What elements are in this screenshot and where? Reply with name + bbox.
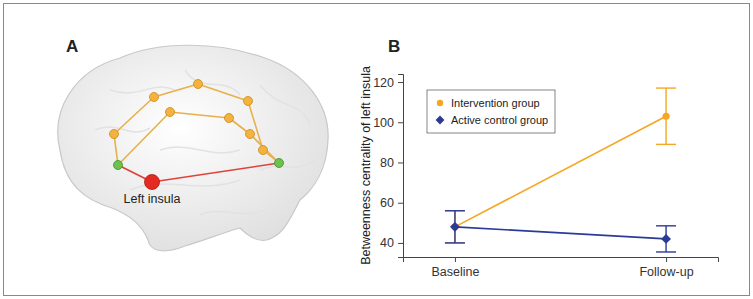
y-tick-mark <box>398 82 403 83</box>
error-bar-cap <box>656 87 676 88</box>
y-tick-mark <box>398 162 403 163</box>
network-edge <box>250 134 279 163</box>
hub-node <box>275 159 284 168</box>
error-bar-cap <box>656 225 676 226</box>
y-tick: 40 <box>380 236 403 250</box>
x-tick-mark <box>666 257 667 262</box>
error-bar-cap <box>445 242 465 243</box>
x-axis: Baseline Follow-up <box>404 257 719 279</box>
y-tick-label: 100 <box>373 116 394 130</box>
y-tick-label: 120 <box>373 76 394 90</box>
network-node <box>194 80 203 89</box>
y-tick: 120 <box>373 76 403 90</box>
y-tick-label: 60 <box>380 196 394 210</box>
data-point <box>450 222 460 232</box>
figure: A Left insula B 40 60 80 100 120 Baseline Follow-… <box>0 0 753 299</box>
network-edge <box>198 84 248 101</box>
legend-marker <box>436 116 445 125</box>
panel-label: A <box>66 37 78 56</box>
network-node <box>225 114 234 123</box>
error-bar-cap <box>656 144 676 145</box>
legend-label: Active control group <box>451 114 548 126</box>
network-edge <box>154 84 198 97</box>
legend-marker <box>437 100 443 106</box>
data-point <box>662 113 669 120</box>
network-edge <box>248 101 263 150</box>
y-axis-line <box>398 75 404 258</box>
error-bar <box>445 211 465 243</box>
figure-frame <box>4 4 750 296</box>
network-edge <box>170 112 229 118</box>
brain-fold <box>110 87 175 93</box>
brain-fold <box>200 210 265 215</box>
error-bar-cap <box>445 210 465 211</box>
x-tick: Baseline <box>431 257 479 279</box>
brain-fold <box>185 70 240 95</box>
y-tick-mark <box>398 203 403 204</box>
error-bar-cap <box>445 210 465 211</box>
y-axis-title: Betweenness centrality of left insula <box>359 66 373 265</box>
insula-edge <box>152 163 279 182</box>
legend: Intervention group Active control group <box>427 90 555 133</box>
panel-label: B <box>388 37 400 56</box>
series-line <box>455 227 666 239</box>
brain-outline <box>58 45 328 251</box>
network-node <box>110 130 119 139</box>
brain-fold <box>160 147 240 153</box>
brain-fold <box>260 85 310 125</box>
x-tick-label: Follow-up <box>639 265 693 279</box>
y-tick-mark <box>398 122 403 123</box>
network-node <box>150 93 159 102</box>
brain-fold <box>95 127 150 132</box>
data-point <box>661 234 671 244</box>
error-bar <box>656 88 676 144</box>
network-node <box>244 97 253 106</box>
y-tick: 60 <box>380 196 403 210</box>
y-tick: 100 <box>373 116 403 130</box>
network-edge <box>114 97 154 134</box>
legend-label: Intervention group <box>451 97 540 109</box>
y-axis: 40 60 80 100 120 <box>373 75 403 258</box>
network-edge <box>118 112 170 165</box>
x-tick: Follow-up <box>639 257 693 279</box>
y-tick-mark <box>398 243 403 244</box>
y-tick: 80 <box>380 156 403 170</box>
network-node <box>259 146 268 155</box>
error-bar-cap <box>445 242 465 243</box>
hub-node <box>114 161 123 170</box>
legend-box <box>427 90 555 133</box>
network-node <box>166 108 175 117</box>
y-tick-label: 40 <box>380 236 394 250</box>
error-bar <box>656 226 676 252</box>
insula-label: Left insula <box>124 192 181 206</box>
x-tick-mark <box>455 257 456 262</box>
x-tick-label: Baseline <box>431 265 479 279</box>
network-node <box>246 130 255 139</box>
error-bar-cap <box>656 251 676 252</box>
x-axis-line <box>404 258 719 263</box>
insula-node <box>145 175 160 190</box>
y-tick-label: 80 <box>380 156 394 170</box>
